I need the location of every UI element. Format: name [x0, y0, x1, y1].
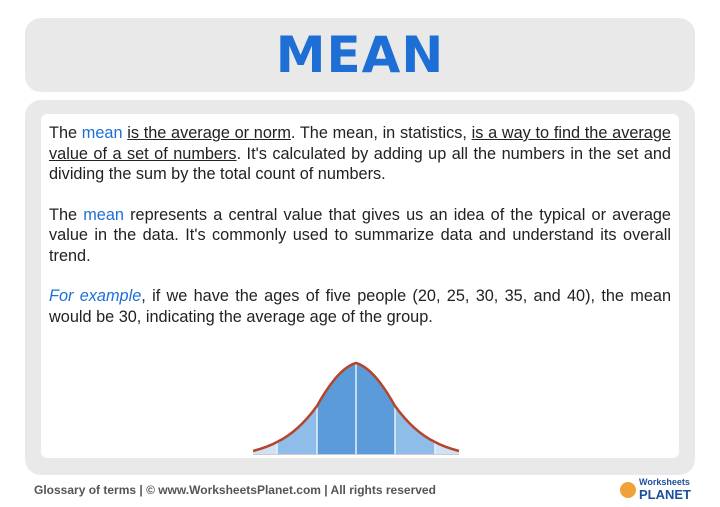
- underlined-phrase: is the average or norm: [127, 124, 291, 142]
- content-panel: The mean is the average or norm. The mea…: [25, 100, 695, 475]
- bell-curve-illustration: [253, 361, 460, 455]
- paragraph-explanation: The mean represents a central value that…: [49, 205, 671, 265]
- term-highlight: mean: [81, 124, 123, 142]
- underlined-phrase: is a way to find the average value of a …: [49, 124, 671, 163]
- band-left-tail: [253, 442, 277, 454]
- band-right-inner: [356, 363, 395, 454]
- logo-small-text: Worksheets: [639, 477, 690, 487]
- worksheets-planet-logo: Worksheets PLANET: [620, 477, 691, 502]
- paragraph-definition: The mean is the average or norm. The mea…: [49, 124, 671, 183]
- paragraph-example: For example, if we have the ages of five…: [49, 287, 671, 326]
- band-dividers: [276, 363, 436, 454]
- footer-credits: Glossary of terms | © www.WorksheetsPlan…: [34, 483, 436, 497]
- logo-text: Worksheets PLANET: [639, 477, 691, 502]
- planet-icon: [620, 481, 636, 498]
- page-title: MEAN: [275, 26, 445, 84]
- band-right-outer: [395, 406, 435, 454]
- content-card: The mean is the average or norm. The mea…: [41, 114, 679, 458]
- band-right-tail: [435, 442, 459, 454]
- title-banner: MEAN: [25, 18, 695, 92]
- band-left-inner: [317, 363, 356, 454]
- bell-curve-container: [41, 344, 679, 458]
- example-label: For example: [49, 287, 142, 305]
- band-left-outer: [277, 406, 317, 454]
- logo-big-text: PLANET: [639, 487, 691, 502]
- normal-curve-line: [253, 361, 460, 453]
- term-highlight: mean: [83, 205, 124, 224]
